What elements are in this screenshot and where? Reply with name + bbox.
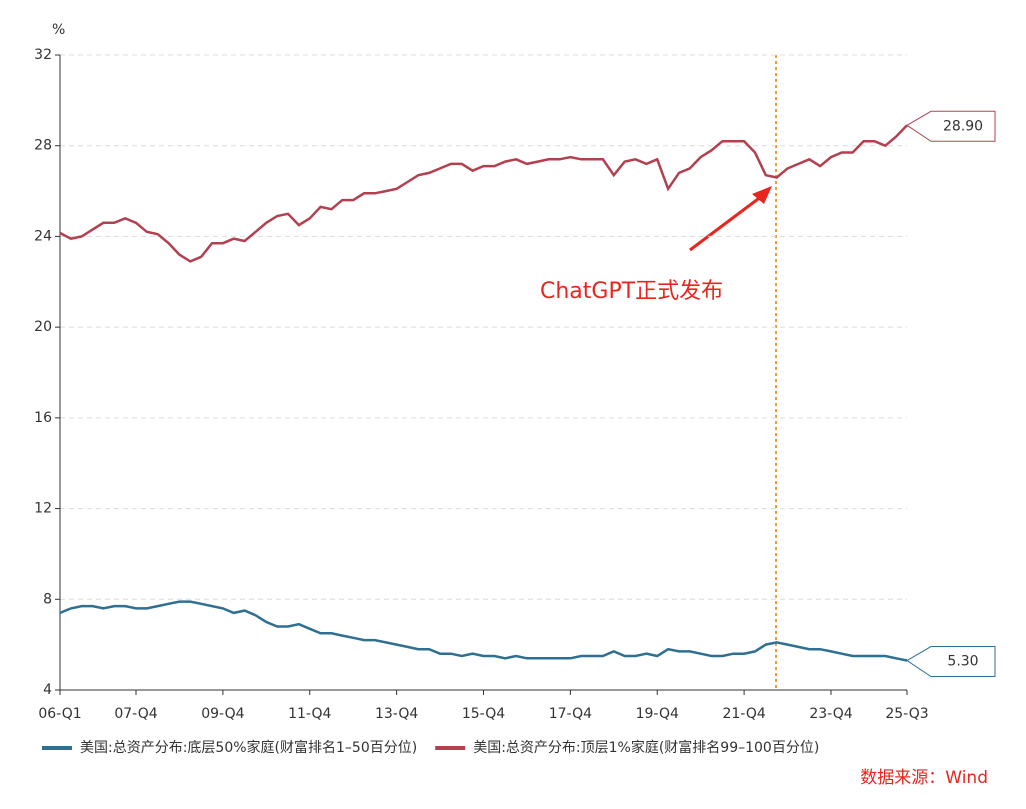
y-tick-label: 8 — [43, 591, 52, 607]
end-label-box — [906, 110, 996, 142]
y-unit: % — [52, 22, 65, 38]
x-tick-label: 11-Q4 — [288, 706, 331, 722]
legend-label: 美国:总资产分布:顶层1%家庭(财富排名99–100百分位) — [473, 739, 819, 756]
x-tick-label: 21-Q4 — [722, 706, 765, 722]
y-tick-label: 20 — [34, 319, 52, 335]
x-tick-label: 06-Q1 — [38, 706, 81, 722]
source: 数据来源：Wind — [860, 768, 988, 788]
series-line — [59, 600, 908, 662]
end-label: 5.30 — [947, 654, 978, 670]
y-tick-label: 16 — [34, 410, 52, 426]
x-tick-label: 15-Q4 — [462, 706, 505, 722]
legend-label: 美国:总资产分布:底层50%家庭(财富排名1–50百分位) — [80, 739, 417, 756]
end-label-box — [906, 646, 996, 678]
series-line — [59, 124, 908, 263]
x-tick-label: 17-Q4 — [549, 706, 592, 722]
y-tick-label: 24 — [34, 228, 52, 244]
x-tick-label: 09-Q4 — [201, 706, 244, 722]
x-tick-label: 25-Q3 — [885, 706, 928, 722]
y-tick-label: 12 — [34, 501, 52, 517]
end-label: 28.90 — [943, 118, 983, 134]
x-tick-label: 23-Q4 — [809, 706, 852, 722]
arrow-head — [752, 186, 772, 204]
x-tick-label: 13-Q4 — [375, 706, 418, 722]
y-tick-label: 32 — [34, 47, 52, 63]
annotation: ChatGPT正式发布 — [540, 279, 723, 304]
arrow-shaft — [689, 194, 763, 252]
y-tick-label: 28 — [34, 138, 52, 154]
x-tick-label: 07-Q4 — [114, 706, 157, 722]
y-tick-label: 4 — [43, 682, 52, 698]
x-tick-label: 19-Q4 — [636, 706, 679, 722]
